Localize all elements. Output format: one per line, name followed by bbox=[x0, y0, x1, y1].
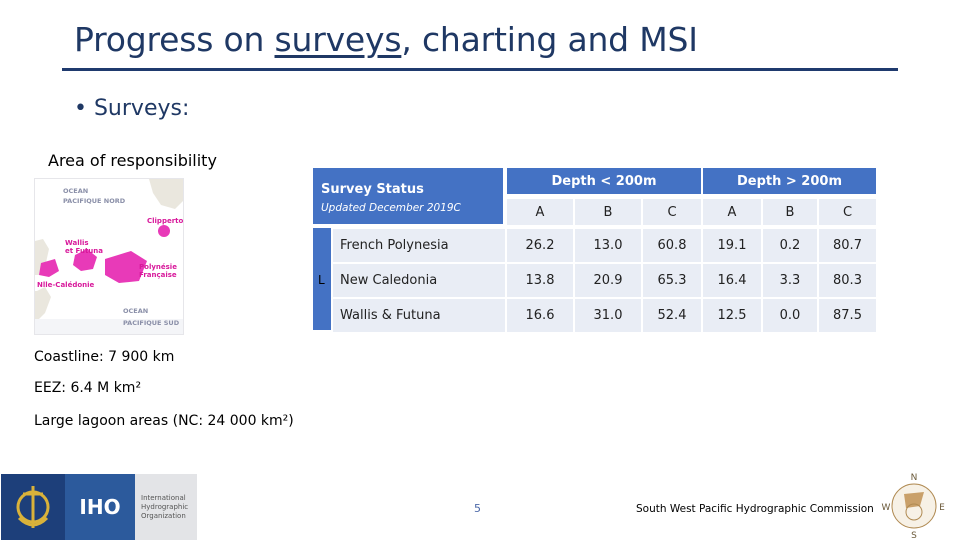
iho-name-line: International bbox=[141, 494, 186, 502]
iho-name-line: Organization bbox=[141, 512, 186, 520]
column-header: A bbox=[703, 199, 761, 225]
iho-full-name: International Hydrographic Organization bbox=[135, 474, 197, 540]
column-header: C bbox=[819, 199, 876, 225]
group-header-deep: Depth > 200m bbox=[703, 168, 876, 194]
map-label-wallis: Wallis bbox=[65, 239, 89, 247]
table-cell: 0.0 bbox=[763, 299, 817, 332]
survey-status-sidebar bbox=[313, 228, 331, 330]
commission-name: South West Pacific Hydrographic Commissi… bbox=[636, 503, 874, 515]
title-part: Progress on bbox=[74, 20, 275, 59]
bullet-surveys: • Surveys: bbox=[74, 96, 190, 121]
eez-text: EEZ: 6.4 M km² bbox=[34, 380, 142, 396]
map-label: OCEAN bbox=[63, 187, 89, 195]
compass-e: E bbox=[939, 503, 945, 513]
table-cell: 52.4 bbox=[643, 299, 701, 332]
iho-abbreviation: IHO bbox=[65, 474, 135, 540]
area-label: Area of responsibility bbox=[48, 151, 217, 170]
table-cell: 0.2 bbox=[763, 229, 817, 262]
page-title: Progress on surveys, charting and MSI bbox=[74, 20, 698, 59]
table-cell: 3.3 bbox=[763, 264, 817, 297]
coastline-text: Coastline: 7 900 km bbox=[34, 349, 175, 365]
table-cell: 65.3 bbox=[643, 264, 701, 297]
page-number: 5 bbox=[474, 502, 481, 515]
map-label-polynesie: Polynésie bbox=[139, 263, 177, 271]
compass-icon: N W E S bbox=[882, 473, 946, 541]
map-label: OCEAN bbox=[123, 307, 149, 315]
table-cell: 20.9 bbox=[575, 264, 641, 297]
table-row-name: New Caledonia bbox=[333, 264, 505, 297]
table-cell: 19.1 bbox=[703, 229, 761, 262]
column-header: A bbox=[507, 199, 573, 225]
compass-s: S bbox=[911, 531, 917, 540]
survey-status-box bbox=[313, 168, 503, 224]
table-cell: 80.7 bbox=[819, 229, 876, 262]
survey-status-title: Survey Status bbox=[321, 182, 424, 197]
table-cell: 60.8 bbox=[643, 229, 701, 262]
survey-status-letter: L bbox=[318, 273, 325, 287]
table-cell: 13.0 bbox=[575, 229, 641, 262]
table-cell: 80.3 bbox=[819, 264, 876, 297]
table-cell: 16.6 bbox=[507, 299, 573, 332]
table-row-name: Wallis & Futuna bbox=[333, 299, 505, 332]
table-cell: 12.5 bbox=[703, 299, 761, 332]
group-header-shallow: Depth < 200m bbox=[507, 168, 701, 194]
column-header: C bbox=[643, 199, 701, 225]
anchor-icon bbox=[16, 486, 50, 528]
compass-w: W bbox=[882, 503, 891, 513]
map-label-francaise: Française bbox=[139, 271, 177, 279]
map-label-futuna: et Futuna bbox=[65, 247, 103, 255]
table-cell: 16.4 bbox=[703, 264, 761, 297]
iho-name-line: Hydrographic bbox=[141, 503, 189, 511]
compass-logo-icon: N W E S bbox=[878, 472, 950, 541]
column-header: B bbox=[575, 199, 641, 225]
title-underlined-word: surveys bbox=[274, 20, 402, 59]
survey-status-updated: Updated December 2019C bbox=[321, 202, 461, 214]
table-cell: 31.0 bbox=[575, 299, 641, 332]
title-part: , charting and MSI bbox=[401, 20, 698, 59]
table-cell: 13.8 bbox=[507, 264, 573, 297]
column-header: B bbox=[763, 199, 817, 225]
map-label: PACIFIQUE NORD bbox=[63, 197, 126, 205]
area-map: OCEAN PACIFIQUE NORD Clipperton Wallis e… bbox=[34, 178, 184, 335]
map-label: PACIFIQUE SUD bbox=[123, 319, 180, 327]
map-shapes bbox=[35, 179, 183, 334]
table-row-name: French Polynesia bbox=[333, 229, 505, 262]
table-cell: 26.2 bbox=[507, 229, 573, 262]
iho-anchor-logo bbox=[1, 474, 65, 540]
title-divider bbox=[62, 68, 898, 71]
map-label-new-caledonia: Nlle-Calédonie bbox=[37, 281, 95, 289]
compass-n: N bbox=[911, 473, 918, 483]
map-label-clipperton: Clipperton bbox=[147, 217, 184, 225]
lagoon-text: Large lagoon areas (NC: 24 000 km²) bbox=[34, 413, 294, 429]
table-cell: 87.5 bbox=[819, 299, 876, 332]
